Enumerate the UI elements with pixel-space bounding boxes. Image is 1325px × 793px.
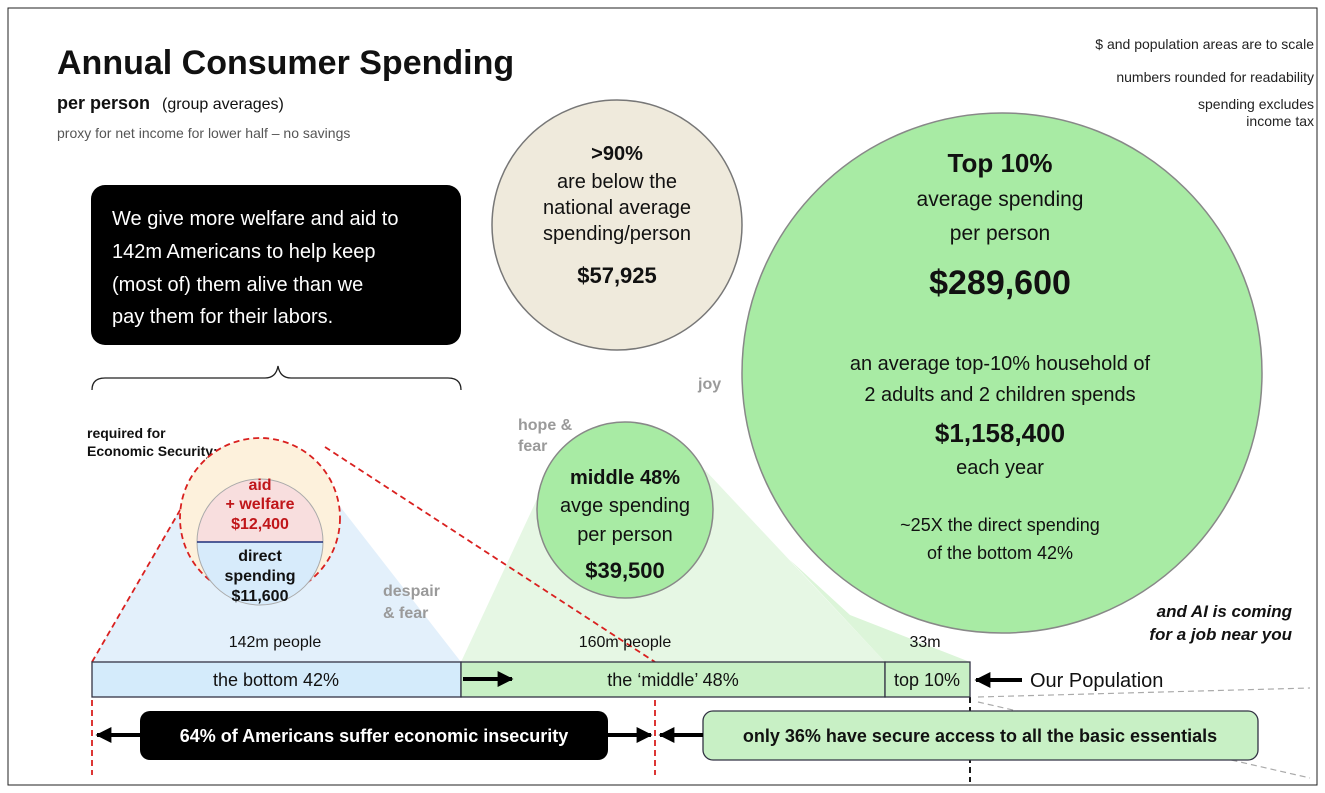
household-line: an average top-10% household of — [850, 353, 1151, 375]
subtitle-note: (group averages) — [162, 96, 284, 113]
household-line: 2 adults and 2 children spends — [864, 384, 1135, 406]
callout-line: 142m Americans to help keep — [112, 241, 376, 263]
title: Annual Consumer Spending — [57, 44, 514, 82]
aid-amount: $12,400 — [231, 516, 289, 533]
segment-label: the ‘middle’ 48% — [607, 670, 738, 690]
frame — [7, 7, 1318, 786]
middle-line: avge spending — [560, 495, 690, 517]
aid-line: aid — [248, 477, 271, 494]
direct-amount: $11,600 — [232, 588, 289, 605]
brace — [91, 365, 462, 391]
tax-note: income tax — [1246, 113, 1314, 129]
mood-despair: & fear — [383, 605, 428, 622]
segment-label: top 10% — [894, 670, 960, 690]
subtitle: per person — [57, 93, 150, 113]
national-line: are below the — [557, 171, 677, 193]
national-amount: $57,925 — [577, 263, 657, 288]
household-period: each year — [956, 457, 1044, 479]
security-line: required for — [87, 425, 166, 441]
scale-note: $ and population areas are to scale — [1095, 36, 1314, 52]
ai-note: for a job near you — [1149, 625, 1292, 644]
insecure-pill — [140, 711, 608, 760]
population-count: 160m people — [579, 634, 672, 651]
middle-amount: $39,500 — [585, 558, 665, 583]
national-line: spending/person — [543, 223, 691, 245]
mood-joy: joy — [697, 376, 721, 393]
ai-note: and AI is coming — [1157, 602, 1293, 621]
population-label: Our Population — [1030, 670, 1163, 692]
top-headline: Top 10% — [948, 148, 1053, 178]
national-line: national average — [543, 197, 691, 219]
bottom-segment — [91, 661, 462, 698]
top-amount: $289,600 — [929, 264, 1071, 302]
callout-line: pay them for their labors. — [112, 306, 333, 328]
top-segment — [884, 661, 971, 698]
insecure-text: 64% of Americans suffer economic insecur… — [180, 726, 568, 746]
middle-circle — [536, 421, 714, 599]
ratio-line: ~25X the direct spending — [900, 515, 1100, 535]
national-headline: >90% — [591, 143, 643, 165]
middle-line: per person — [577, 524, 673, 546]
population-count: 33m — [909, 634, 940, 651]
middle-segment — [460, 661, 886, 698]
top-line: average spending — [917, 188, 1084, 211]
callout-line: (most of) them alive than we — [112, 274, 363, 296]
callout-line: We give more welfare and aid to — [112, 208, 398, 230]
mood-despair: despair — [383, 583, 440, 600]
secure-text: only 36% have secure access to all the b… — [743, 726, 1217, 746]
direct-line: direct — [238, 548, 282, 565]
proxy-note: proxy for net income for lower half – no… — [57, 125, 350, 141]
ratio-line: of the bottom 42% — [927, 543, 1073, 563]
tax-note: spending excludes — [1198, 96, 1314, 112]
segment-label: the bottom 42% — [213, 670, 339, 690]
aid-line: + welfare — [226, 496, 295, 513]
population-count: 142m people — [229, 634, 322, 651]
security-guides — [91, 446, 656, 775]
mood-hope: hope & — [518, 417, 573, 434]
direct-line: spending — [224, 568, 295, 585]
national-circle — [491, 99, 743, 351]
middle-headline: middle 48% — [570, 467, 680, 489]
top-circle — [741, 112, 1263, 634]
top-line: per person — [950, 222, 1050, 245]
aid-half — [197, 479, 323, 542]
callout-box — [91, 185, 461, 345]
rounded-note: numbers rounded for readability — [1116, 69, 1314, 85]
mood-hope: fear — [518, 438, 547, 455]
direct-half — [197, 542, 323, 605]
top-fan — [790, 560, 970, 662]
household-amount: $1,158,400 — [935, 418, 1065, 448]
